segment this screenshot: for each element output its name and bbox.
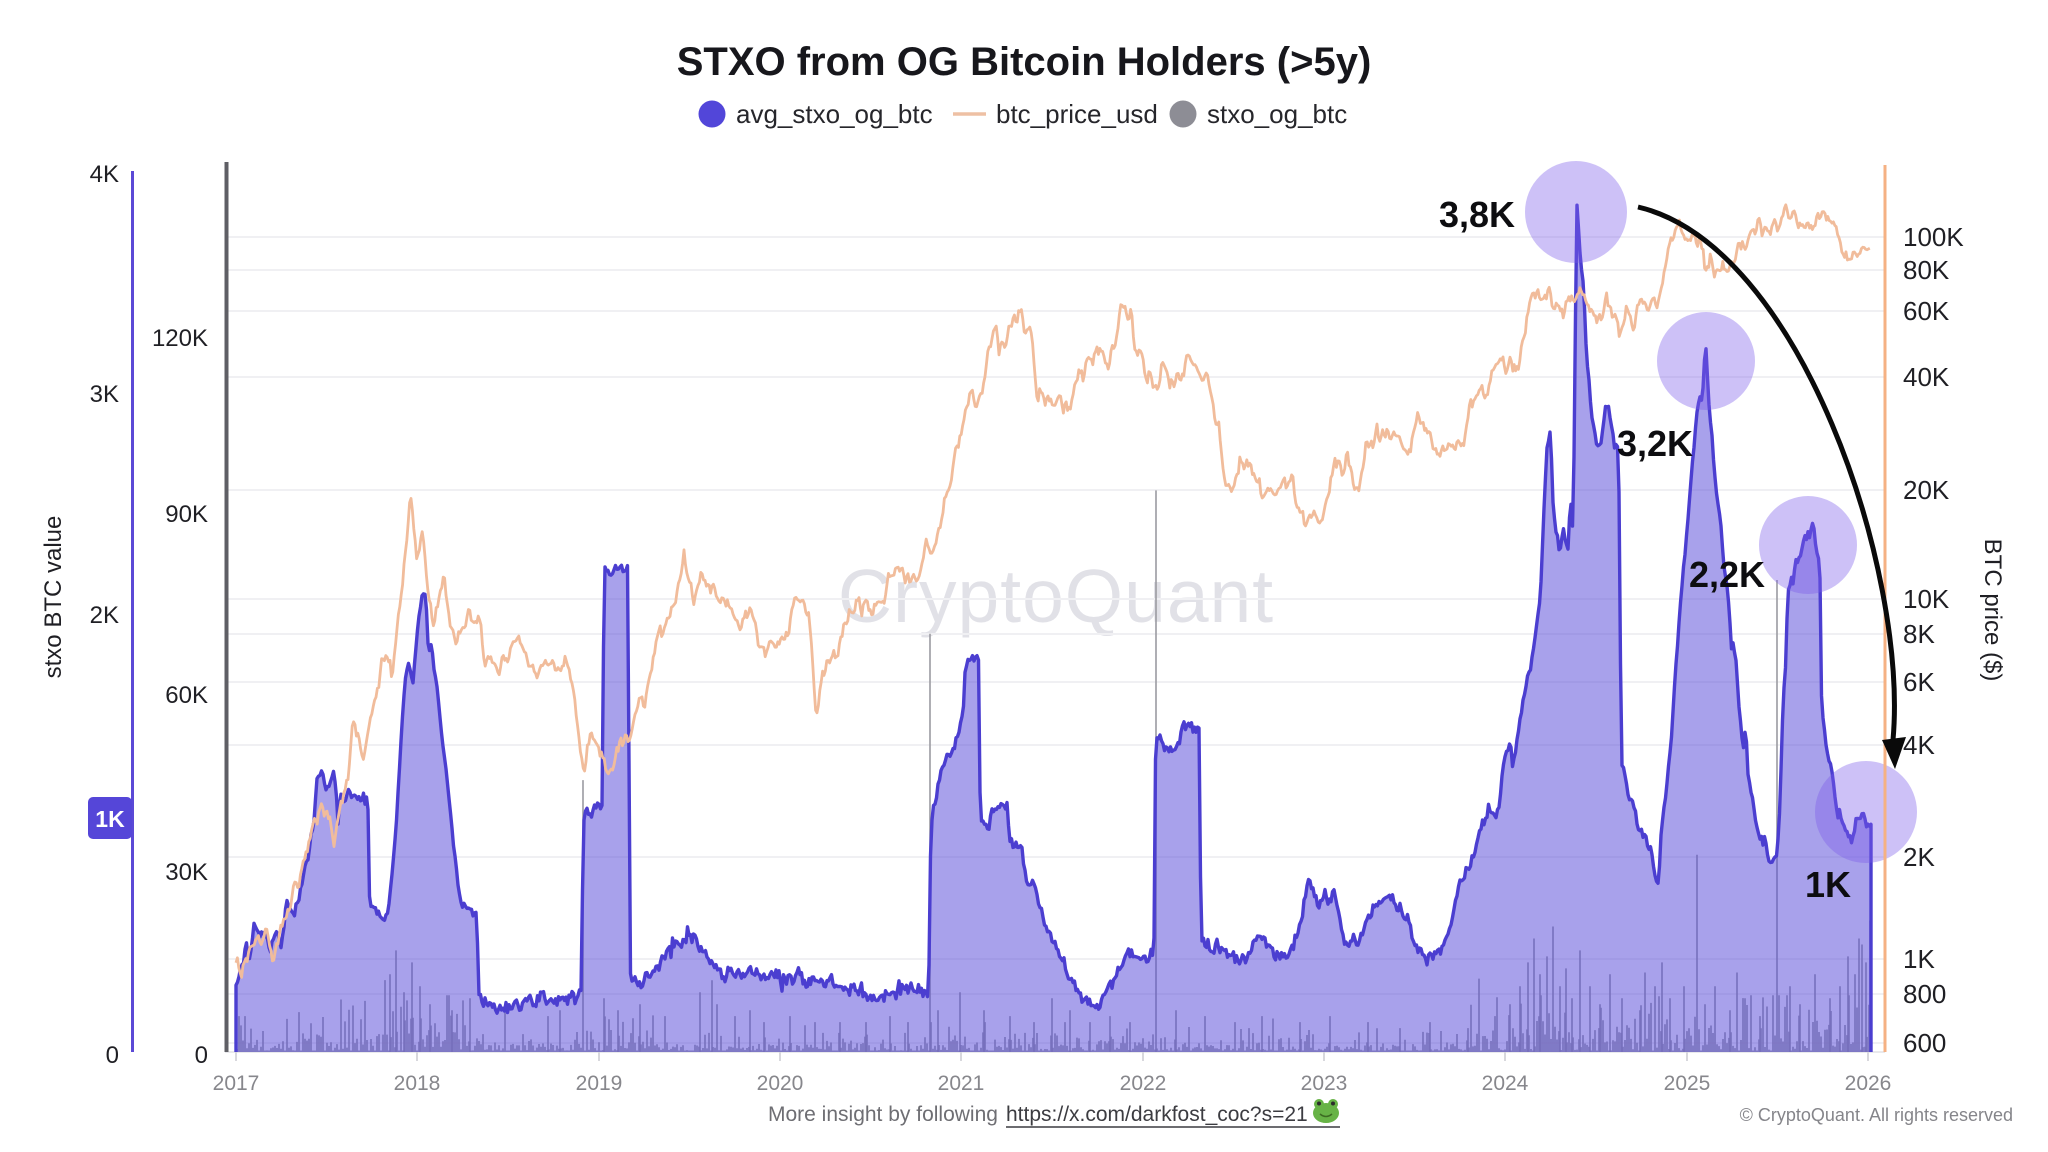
svg-text:6K: 6K xyxy=(1903,667,1935,697)
svg-text:2K: 2K xyxy=(90,602,119,629)
svg-text:2018: 2018 xyxy=(394,1072,441,1095)
svg-text:2025: 2025 xyxy=(1664,1072,1711,1095)
svg-text:https://x.com/darkfost_coc?s=2: https://x.com/darkfost_coc?s=21 xyxy=(1006,1103,1308,1126)
svg-text:2K: 2K xyxy=(1903,842,1935,872)
svg-text:2020: 2020 xyxy=(757,1072,804,1095)
svg-text:80K: 80K xyxy=(1903,255,1950,285)
svg-text:1K: 1K xyxy=(95,806,125,832)
svg-text:90K: 90K xyxy=(165,501,208,528)
svg-text:1K: 1K xyxy=(1903,944,1935,974)
svg-text:0: 0 xyxy=(106,1042,119,1069)
svg-text:stxo BTC value: stxo BTC value xyxy=(40,516,67,679)
svg-text:600: 600 xyxy=(1903,1028,1946,1058)
svg-text:3,2K: 3,2K xyxy=(1617,423,1693,464)
svg-text:2017: 2017 xyxy=(213,1072,260,1095)
svg-text:20K: 20K xyxy=(1903,475,1950,505)
svg-text:0: 0 xyxy=(195,1042,208,1069)
svg-text:800: 800 xyxy=(1903,979,1946,1009)
svg-text:2026: 2026 xyxy=(1845,1072,1892,1095)
svg-text:2021: 2021 xyxy=(938,1072,985,1095)
svg-text:100K: 100K xyxy=(1903,222,1964,252)
svg-text:2019: 2019 xyxy=(576,1072,623,1095)
svg-text:STXO from OG Bitcoin Holders (: STXO from OG Bitcoin Holders (>5y) xyxy=(677,40,1372,84)
svg-text:1K: 1K xyxy=(1805,864,1851,905)
svg-text:3K: 3K xyxy=(90,381,119,408)
svg-text:© CryptoQuant. All rights rese: © CryptoQuant. All rights reserved xyxy=(1740,1105,2013,1125)
svg-text:CryptoQuant: CryptoQuant xyxy=(838,554,1274,638)
svg-text:8K: 8K xyxy=(1903,619,1935,649)
svg-text:stxo_og_btc: stxo_og_btc xyxy=(1207,99,1347,129)
svg-text:4K: 4K xyxy=(90,161,119,188)
svg-text:2,2K: 2,2K xyxy=(1689,554,1765,595)
svg-text:40K: 40K xyxy=(1903,362,1950,392)
svg-text:avg_stxo_og_btc: avg_stxo_og_btc xyxy=(736,99,933,129)
svg-text:2023: 2023 xyxy=(1301,1072,1348,1095)
svg-text:60K: 60K xyxy=(1903,296,1950,326)
svg-text:3,8K: 3,8K xyxy=(1439,194,1515,235)
svg-text:4K: 4K xyxy=(1903,730,1935,760)
svg-text:BTC price ($): BTC price ($) xyxy=(1979,539,2006,682)
svg-text:btc_price_usd: btc_price_usd xyxy=(996,99,1158,129)
svg-text:60K: 60K xyxy=(165,682,208,709)
svg-text:120K: 120K xyxy=(152,325,208,352)
svg-text:More insight by following: More insight by following xyxy=(768,1103,998,1126)
svg-text:10K: 10K xyxy=(1903,584,1950,614)
svg-text:30K: 30K xyxy=(165,859,208,886)
svg-text:2024: 2024 xyxy=(1482,1072,1529,1095)
svg-text:2022: 2022 xyxy=(1120,1072,1167,1095)
